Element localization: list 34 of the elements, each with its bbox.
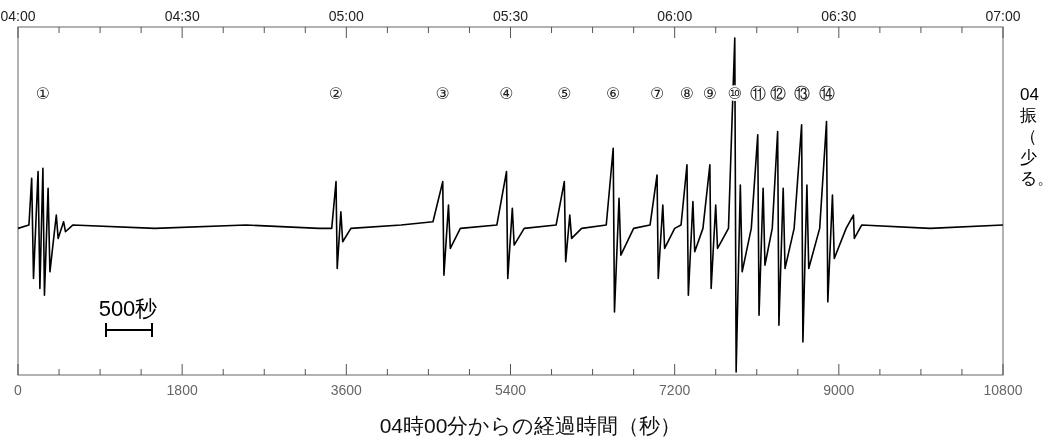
text: 振 — [1020, 106, 1037, 125]
annotation: ⑨ — [702, 85, 718, 102]
annotation: ⑥ — [606, 85, 621, 102]
annotation: ⑪ — [749, 85, 766, 102]
x-tick-label: 3600 — [330, 382, 363, 398]
annotation: ⑧ — [679, 85, 695, 102]
x-tick-label: 0 — [14, 382, 23, 398]
annotation: ② — [328, 85, 344, 102]
x-tick-label: 7200 — [659, 382, 691, 398]
x2-tick-label: 06:00 — [657, 8, 693, 24]
x-tick-label: 10800 — [983, 382, 1023, 398]
x2-tick-label: 04:30 — [164, 8, 200, 24]
text: 少 — [1020, 148, 1037, 167]
annotation: ④ — [499, 85, 514, 102]
x-tick-label: 5400 — [494, 382, 527, 398]
x2-tick-label: 05:00 — [328, 8, 365, 24]
annotation: ⑤ — [557, 85, 572, 102]
annotation: ⑫ — [769, 85, 786, 102]
x2-tick-label: 06:30 — [821, 8, 857, 24]
annotation: ① — [35, 85, 51, 102]
annotation: ⑬ — [793, 85, 810, 102]
annotation: 500秒 — [98, 296, 158, 321]
annotation: ⑭ — [818, 85, 835, 102]
text: 04 — [1020, 85, 1039, 104]
text: （ — [1020, 127, 1037, 146]
text: る。 — [1020, 169, 1054, 188]
x-tick-label: 1800 — [166, 382, 198, 398]
x2-tick-label: 07:00 — [985, 8, 1021, 24]
x-axis-title: 04時00分からの経過時間（秒） — [379, 414, 682, 437]
x2-tick-label: 04:00 — [0, 8, 36, 24]
annotation: ③ — [435, 85, 450, 102]
x2-tick-label: 05:30 — [492, 8, 529, 24]
annotation: ⑦ — [649, 85, 665, 102]
x-tick-label: 9000 — [823, 382, 855, 398]
